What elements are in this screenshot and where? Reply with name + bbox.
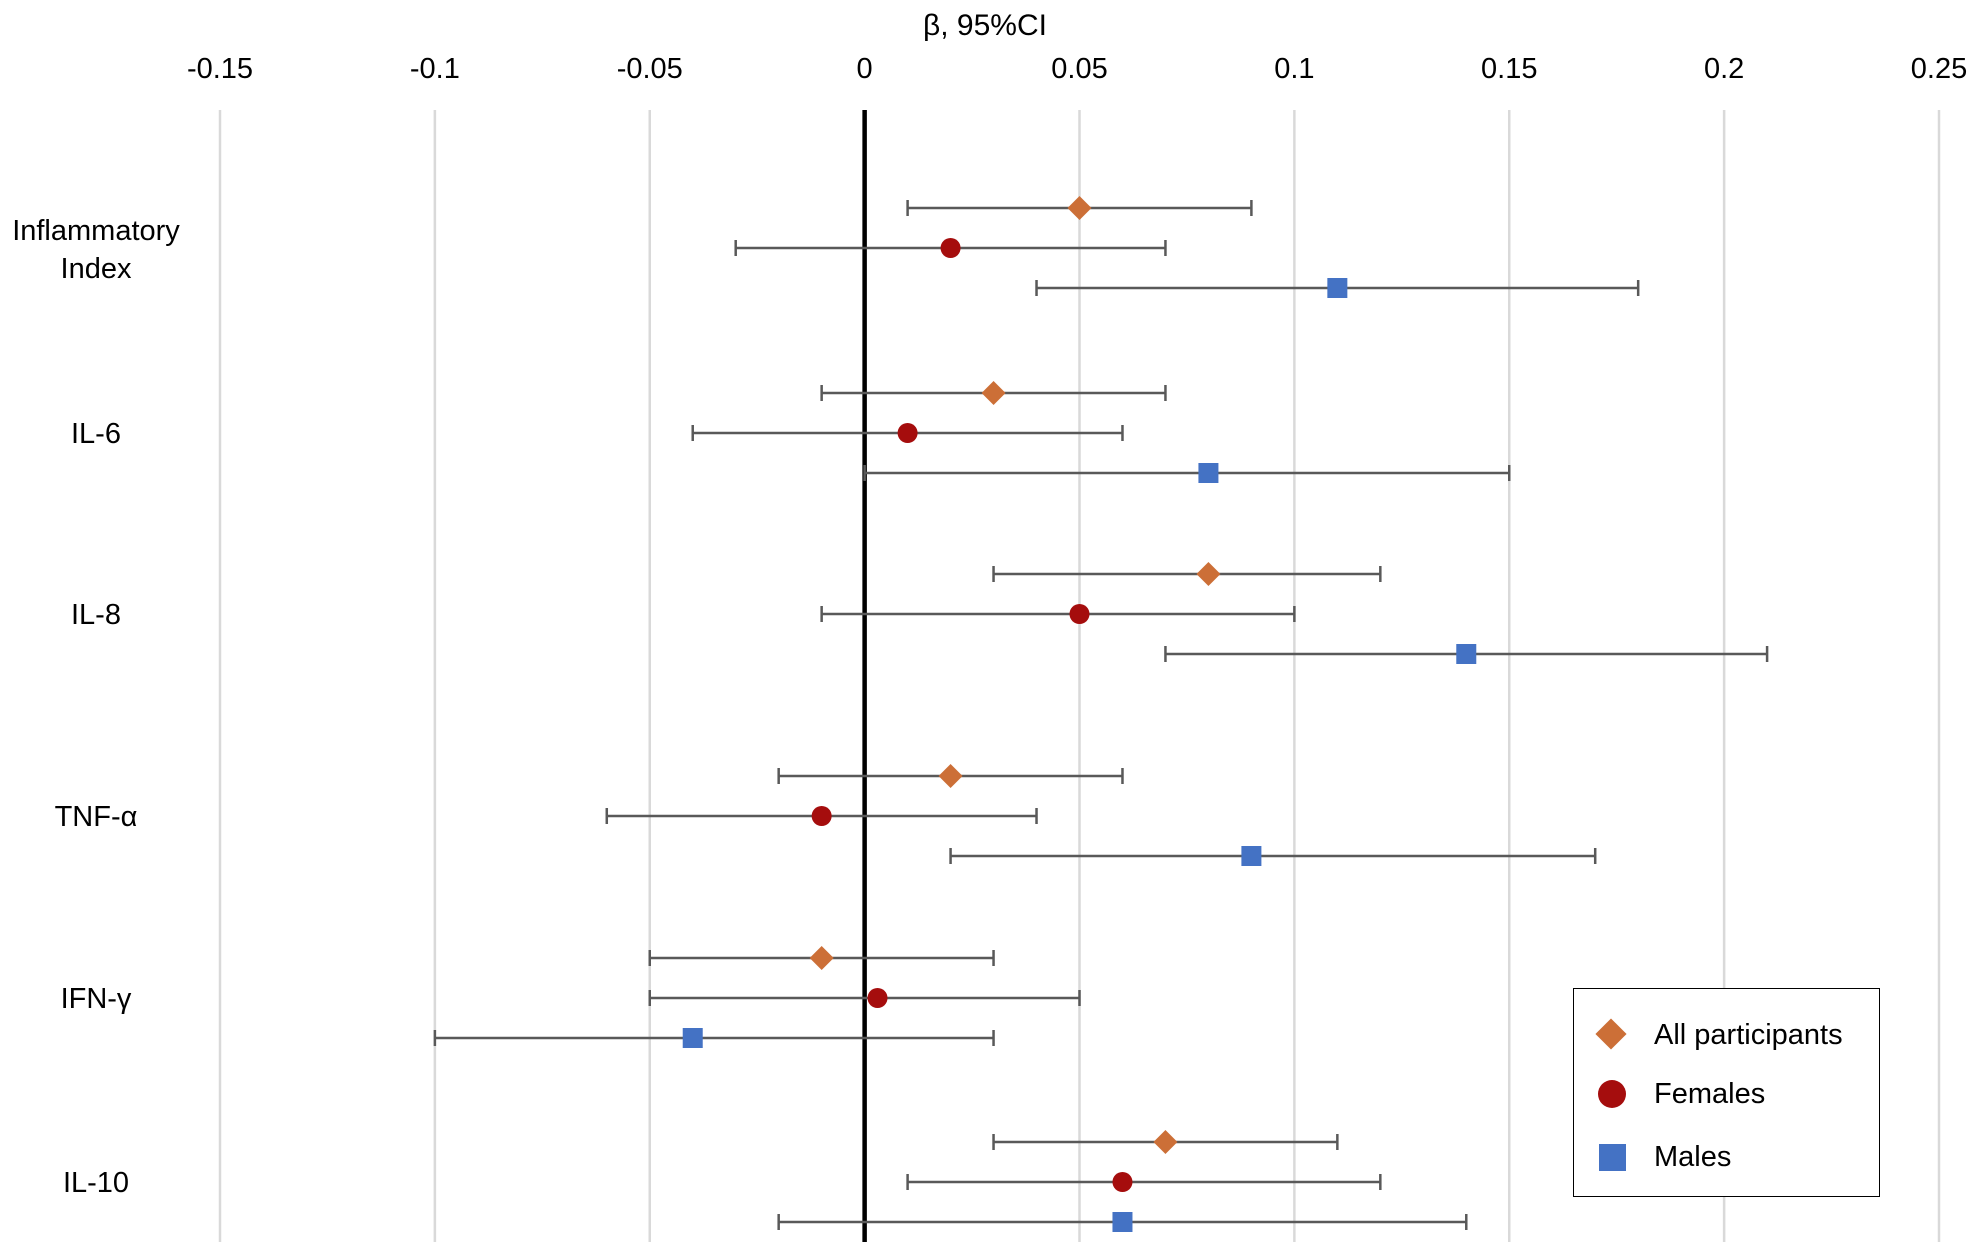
category-label: TNF-α — [55, 801, 138, 833]
legend-item-all-participants: All participants — [1574, 1015, 1843, 1055]
point-all-participants — [1196, 562, 1221, 586]
ci-whisker-females — [906, 1174, 1382, 1190]
point-males — [1198, 463, 1219, 483]
point-all-participants — [1067, 196, 1092, 220]
x-tick-label: -0.05 — [617, 53, 683, 85]
x-tick-label: 0.25 — [1911, 53, 1967, 85]
data-marks — [433, 196, 1769, 1232]
category-label: IL-10 — [63, 1167, 129, 1199]
point-all-participants — [809, 946, 834, 970]
point-males — [1241, 846, 1262, 866]
legend-label: All participants — [1654, 1018, 1843, 1051]
point-all-participants — [1153, 1130, 1178, 1154]
category-label: IL-8 — [71, 599, 121, 631]
category-labels: Inflammatory Index IL-6 IL-8 TNF-α IFN-γ IL-10 — [12, 215, 180, 1199]
point-females — [940, 238, 961, 258]
x-tick-label: -0.15 — [187, 53, 253, 85]
point-males — [1112, 1212, 1133, 1232]
point-females — [897, 423, 918, 443]
ci-whisker-males — [863, 465, 1511, 481]
x-tick-label: 0.2 — [1704, 53, 1744, 85]
x-tick-label: 0.15 — [1481, 53, 1537, 85]
square-marker-icon — [1574, 1137, 1644, 1177]
point-females — [811, 806, 832, 826]
point-females — [1112, 1172, 1133, 1192]
category-label: Inflammatory Index — [12, 215, 180, 285]
category-label: IFN-γ — [61, 983, 132, 1015]
legend-label: Males — [1654, 1140, 1732, 1173]
legend: All participants Females Males — [1573, 988, 1880, 1197]
ci-whisker-males — [949, 848, 1597, 864]
x-tick-label: 0.1 — [1274, 53, 1314, 85]
point-males — [1456, 644, 1477, 664]
point-females — [867, 988, 888, 1008]
circle-marker-icon — [1574, 1074, 1644, 1114]
point-all-participants — [981, 381, 1006, 405]
x-tick-labels: -0.15 -0.1 -0.05 0 0.05 0.1 0.15 0.2 0.25 — [187, 53, 1967, 85]
diamond-marker-icon — [1574, 1015, 1644, 1055]
legend-item-females: Females — [1574, 1074, 1765, 1114]
point-males — [1327, 278, 1348, 298]
point-males — [682, 1028, 703, 1048]
x-tick-label: -0.1 — [410, 53, 460, 85]
ci-whisker-females — [820, 606, 1296, 622]
x-tick-label: 0 — [857, 53, 873, 85]
point-females — [1069, 604, 1090, 624]
ci-whisker-females — [648, 990, 1081, 1006]
x-tick-label: 0.05 — [1051, 53, 1107, 85]
point-all-participants — [938, 764, 963, 788]
ci-whisker-males — [433, 1030, 995, 1046]
x-axis-title: β, 95%CI — [923, 9, 1047, 42]
ci-whisker-all-participants — [992, 566, 1382, 582]
legend-label: Females — [1654, 1077, 1766, 1110]
category-label: IL-6 — [71, 418, 121, 450]
legend-item-males: Males — [1574, 1137, 1731, 1177]
